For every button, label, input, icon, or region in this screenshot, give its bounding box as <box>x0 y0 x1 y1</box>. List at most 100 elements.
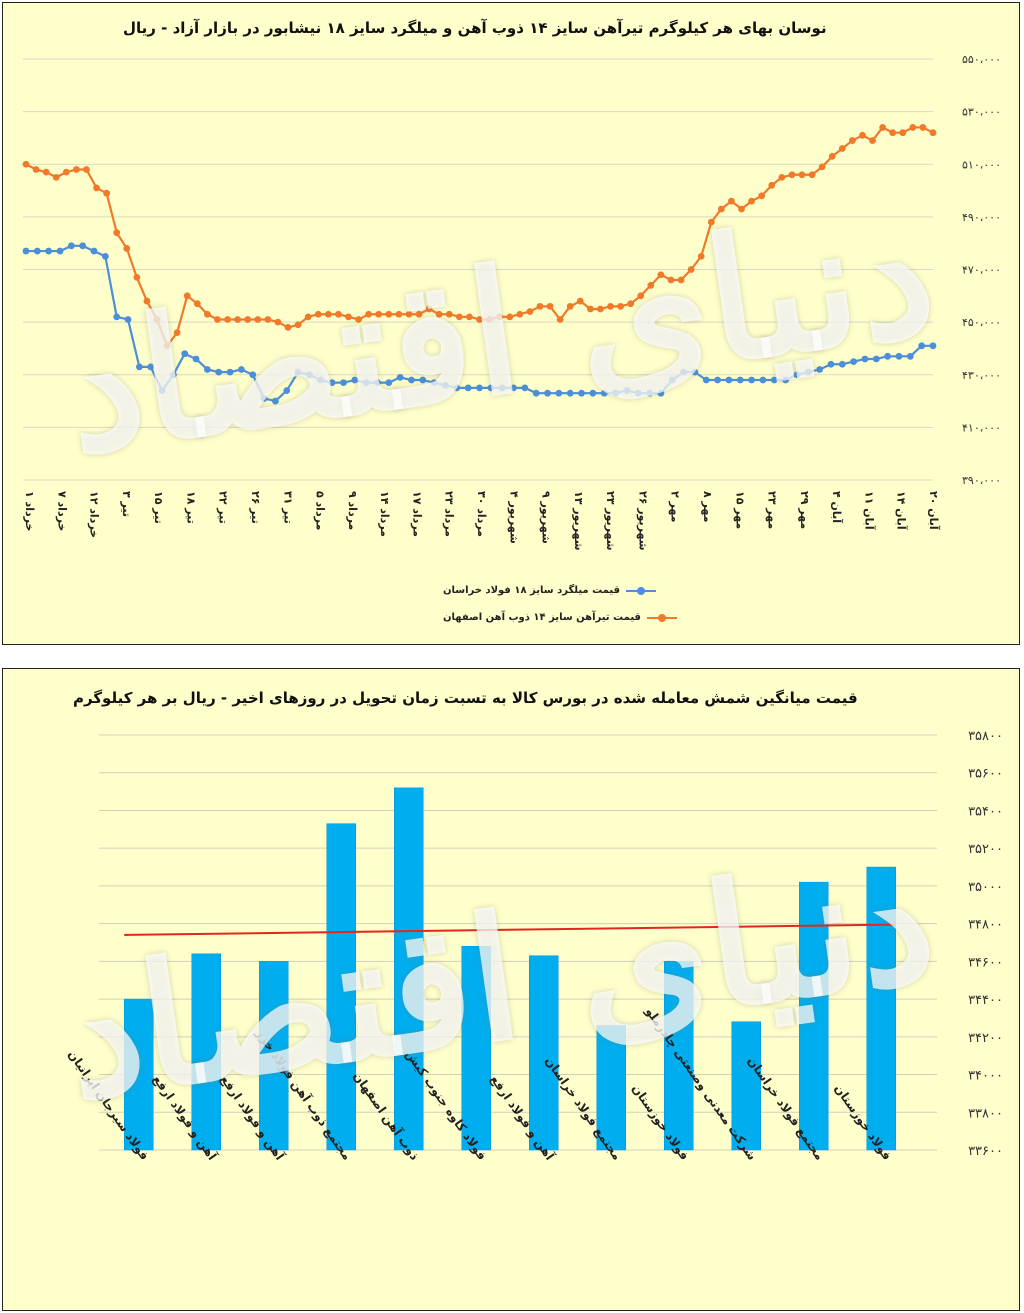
data-point <box>274 318 282 326</box>
data-point <box>879 124 887 131</box>
data-point <box>32 166 40 173</box>
data-point <box>748 376 755 384</box>
y-tick-label: ۳۹۰،۰۰۰ <box>962 474 1001 487</box>
data-point <box>430 379 438 387</box>
data-point <box>899 129 907 137</box>
y-tick-label: ۳۴۰۰۰ <box>968 1069 1003 1084</box>
data-point <box>408 376 415 384</box>
bar <box>529 955 559 1151</box>
data-point <box>204 366 211 373</box>
data-point <box>714 376 721 384</box>
bar <box>731 1021 761 1151</box>
data-point <box>804 368 812 376</box>
data-point <box>193 300 201 308</box>
data-point <box>758 192 766 200</box>
data-point <box>736 376 744 384</box>
data-point <box>895 352 903 360</box>
data-point <box>464 384 472 392</box>
legend-series-2: قیمت تیرآهن سایز ۱۴ ذوب آهن اصفهان <box>443 612 677 623</box>
x-tick-label: ۱۳ شهریور <box>572 491 585 551</box>
data-point <box>314 310 322 318</box>
data-point <box>798 171 806 179</box>
data-point <box>728 197 735 205</box>
data-point <box>173 329 181 337</box>
data-point <box>254 316 262 323</box>
data-point <box>123 245 131 252</box>
data-point <box>566 389 574 397</box>
data-point <box>555 389 563 397</box>
bar <box>664 961 694 1151</box>
data-point <box>445 310 453 318</box>
data-point <box>589 389 597 397</box>
x-tick-label: ۲ مهر <box>669 491 682 522</box>
legend-swatch-orange <box>646 613 677 622</box>
data-point <box>183 292 191 300</box>
data-point <box>215 368 223 376</box>
data-point <box>793 371 801 379</box>
data-point <box>818 163 826 171</box>
data-point <box>42 168 50 176</box>
x-tick-label: ۹ مرداد <box>346 491 359 530</box>
data-point <box>687 266 695 273</box>
data-point <box>294 321 302 329</box>
data-point <box>506 313 514 321</box>
data-point <box>707 218 715 226</box>
data-point <box>294 368 302 376</box>
x-tick-label: ۲۰ آبان <box>927 491 941 530</box>
series-line-2 <box>25 126 934 347</box>
data-point <box>93 184 100 192</box>
y-tick-label: ۳۴۶۰۰ <box>968 955 1003 970</box>
bar <box>799 881 829 1151</box>
data-point <box>264 316 272 323</box>
data-point <box>532 389 540 397</box>
data-point <box>272 397 279 405</box>
data-point <box>861 355 869 363</box>
data-point <box>637 292 645 300</box>
data-point <box>83 166 90 173</box>
data-point <box>702 376 710 384</box>
y-tick-label: ۳۳۶۰۰ <box>968 1144 1003 1159</box>
data-point <box>607 302 614 310</box>
x-tick-label: ۱۷ مرداد <box>410 491 423 537</box>
data-point <box>668 376 676 384</box>
data-point <box>627 300 635 308</box>
bar <box>866 866 896 1151</box>
data-point <box>79 242 87 250</box>
data-point <box>234 316 242 323</box>
y-tick-label: ۳۳۸۰۰ <box>968 1106 1003 1121</box>
data-point <box>872 355 880 363</box>
data-point <box>56 247 64 255</box>
y-tick-label: ۳۵۲۰۰ <box>968 842 1003 857</box>
line-chart-panel: ۳۹۰،۰۰۰ ۴۱۰،۰۰۰ ۴۳۰،۰۰۰ ۴۵۰،۰۰۰ ۴۷۰،۰۰۰ ۴۹۰،۰… <box>2 2 1020 645</box>
data-point <box>226 368 234 376</box>
data-point <box>612 389 619 397</box>
data-point <box>516 310 524 318</box>
bar <box>394 787 424 1151</box>
data-point <box>453 384 461 392</box>
data-point <box>249 371 257 379</box>
data-point <box>103 189 111 197</box>
data-point <box>476 316 483 323</box>
data-point <box>306 371 313 379</box>
data-point <box>204 310 211 318</box>
data-point <box>717 205 725 213</box>
x-tick-label: ۱۵ تیر <box>152 491 165 524</box>
data-point <box>143 297 151 305</box>
data-point <box>135 363 143 371</box>
x-tick-label: ۲۹ مهر <box>798 491 811 529</box>
bar <box>259 961 289 1151</box>
x-tick-label: ۲۶ تیر <box>249 491 262 524</box>
data-point <box>365 310 373 318</box>
data-point <box>869 137 876 144</box>
data-point <box>385 379 393 387</box>
data-point <box>486 316 493 323</box>
bar <box>124 998 154 1151</box>
data-point <box>351 376 359 384</box>
data-point <box>536 302 544 310</box>
data-point <box>90 247 98 255</box>
data-point <box>328 379 336 387</box>
x-tick-label: ۲۳ شهریور <box>604 491 617 551</box>
line-chart-title: نوسان بهای هر کیلوگرم تیرآهن سایز ۱۴ ذوب… <box>123 19 827 37</box>
bar-chart-svg: ۳۳۶۰۰ ۳۳۸۰۰ ۳۴۰۰۰ ۳۴۲۰۰ ۳۴۴۰۰ ۳۴۶۰۰ ۳۴۸۰۰ ۳۵۰۰۰… <box>64 729 1003 1164</box>
data-point <box>691 368 699 376</box>
